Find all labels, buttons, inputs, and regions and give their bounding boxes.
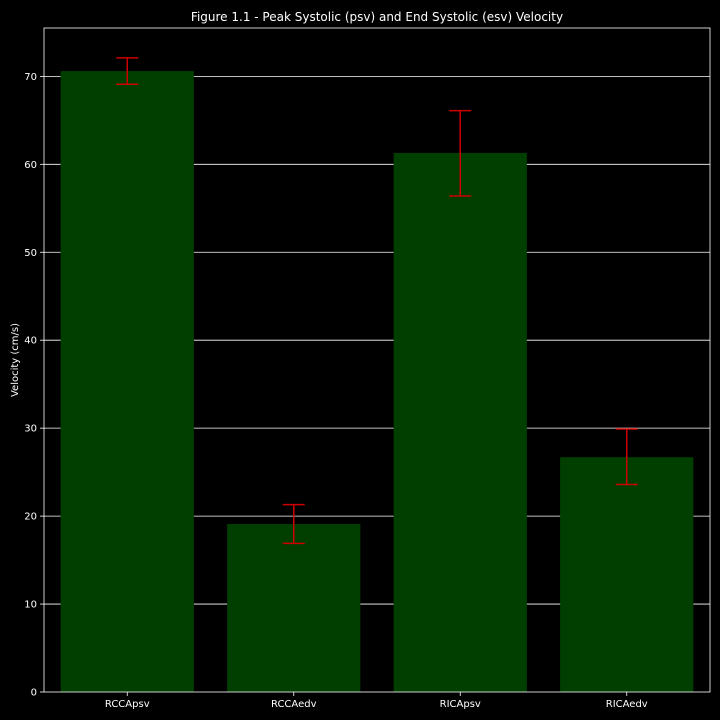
bar-3 xyxy=(560,457,694,692)
chart-title: Figure 1.1 - Peak Systolic (psv) and End… xyxy=(191,10,563,24)
y-tick-label-1: 10 xyxy=(24,600,37,611)
plot-frame xyxy=(43,27,711,693)
axes xyxy=(43,27,711,693)
y-tick-label-0: 0 xyxy=(31,688,37,699)
y-tick-label-3: 30 xyxy=(24,424,37,435)
x-tick-label-3: RICAedv xyxy=(606,699,648,710)
bar-2 xyxy=(393,152,527,692)
y-tick-label-7: 70 xyxy=(24,72,37,83)
y-axis-label: Velocity (cm/s) xyxy=(10,323,21,397)
y-tick-label-2: 20 xyxy=(24,512,37,523)
x-tick-label-2: RICApsv xyxy=(440,699,481,710)
y-tick-label-6: 60 xyxy=(24,160,37,171)
bar-0 xyxy=(60,71,194,692)
x-tick-label-0: RCCApsv xyxy=(105,699,150,710)
x-tick-label-1: RCCAedv xyxy=(271,699,317,710)
bars xyxy=(60,71,694,692)
tick-labels: 0 10 20 30 40 50 60 70 RCCApsv RCCAedv RICApsv RICA… xyxy=(24,72,648,710)
error-bars xyxy=(116,57,638,545)
y-tick-label-4: 40 xyxy=(24,336,37,347)
y-tick-label-5: 50 xyxy=(24,248,37,259)
bar-1 xyxy=(227,524,361,692)
